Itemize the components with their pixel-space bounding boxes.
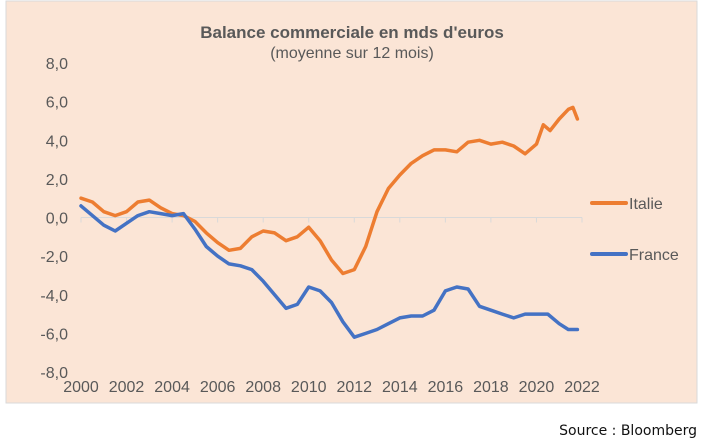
x-tick-label: 2006 (200, 379, 236, 396)
x-tick-label: 2002 (109, 379, 145, 396)
source-note: Source : Bloomberg (559, 423, 697, 439)
series-line-italie (79, 105, 580, 276)
y-tick-label: 8,0 (46, 56, 68, 73)
y-tick-label: -8,0 (40, 365, 68, 382)
y-tick-label: 2,0 (46, 172, 68, 189)
y-tick-label: 4,0 (46, 133, 68, 150)
y-tick-label: -2,0 (40, 249, 68, 266)
x-tick-label: 2010 (291, 379, 327, 396)
y-tick-label: 0,0 (46, 211, 68, 228)
x-tick-label: 2008 (245, 379, 281, 396)
y-tick-label: -4,0 (40, 288, 68, 305)
x-tick-label: 2000 (63, 379, 99, 396)
legend-label-france: France (629, 247, 679, 264)
x-tick-label: 2020 (519, 379, 555, 396)
series-line-france (79, 204, 580, 339)
x-tick-label: 2018 (473, 379, 509, 396)
x-tick-label: 2022 (564, 379, 600, 396)
y-tick-label: 6,0 (46, 95, 68, 112)
chart-title: Balance commerciale en mds d'euros (200, 23, 504, 42)
chart-subtitle: (moyenne sur 12 mois) (270, 45, 434, 62)
x-tick-label: 2016 (428, 379, 464, 396)
x-tick-label: 2012 (336, 379, 372, 396)
x-tick-label: 2004 (154, 379, 190, 396)
legend-label-italie: Italie (629, 196, 663, 213)
x-tick-label: 2014 (382, 379, 418, 396)
y-tick-label: -6,0 (40, 326, 68, 343)
